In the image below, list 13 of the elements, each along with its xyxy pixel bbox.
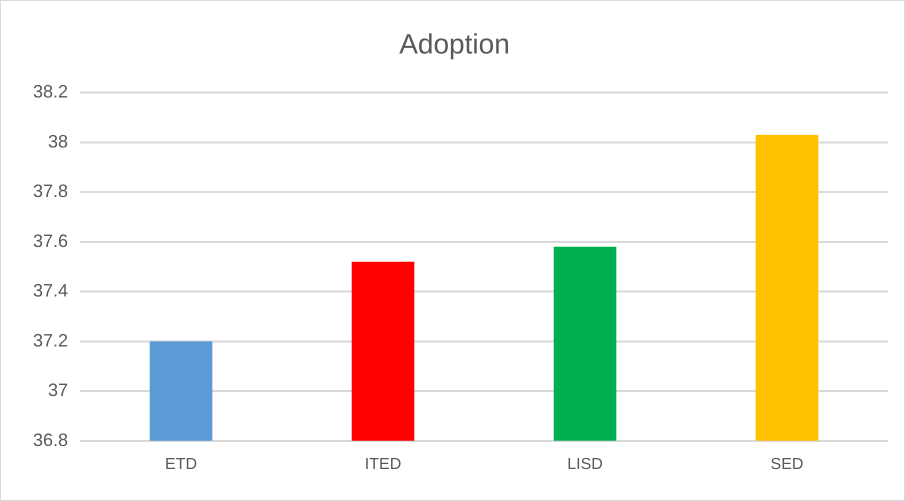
x-tick-label: SED bbox=[770, 456, 804, 473]
x-tick-label: LISD bbox=[567, 456, 603, 473]
y-tick-label: 38 bbox=[48, 131, 68, 152]
x-tick-label: ETD bbox=[165, 456, 198, 473]
y-tick-label: 37.4 bbox=[32, 280, 68, 301]
x-tick-label: ITED bbox=[364, 456, 402, 473]
y-tick-label: 37.6 bbox=[32, 230, 68, 251]
y-tick-label: 37.2 bbox=[32, 330, 68, 350]
y-tick-label: 37 bbox=[48, 380, 68, 400]
y-tick-label: 37.8 bbox=[32, 181, 68, 202]
chart-title: Adoption bbox=[399, 28, 510, 60]
y-tick-label: 36.8 bbox=[32, 430, 68, 450]
y-tick-label: 38.2 bbox=[32, 82, 68, 102]
